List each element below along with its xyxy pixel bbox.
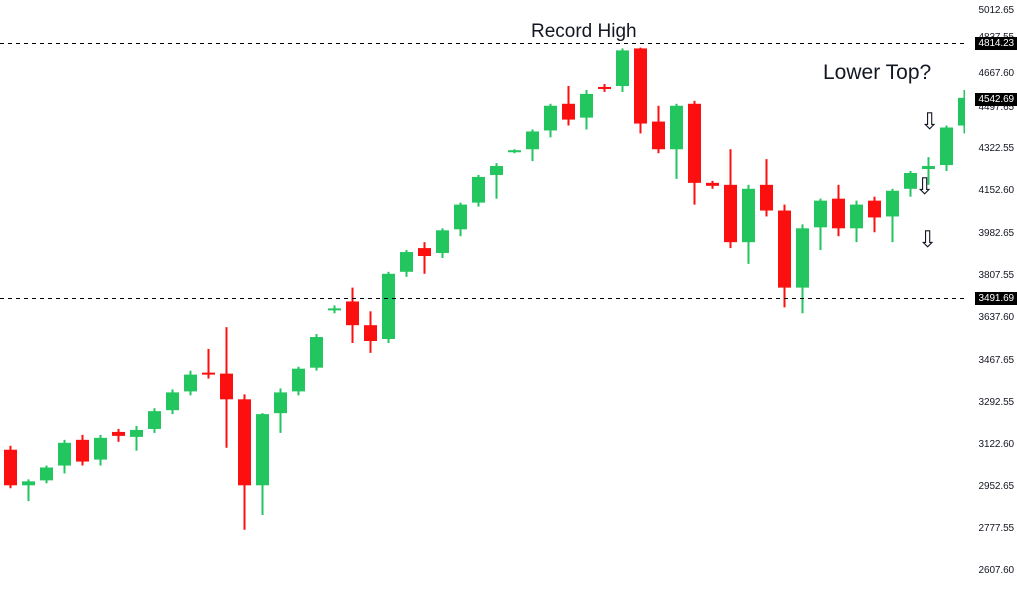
candle-body[interactable]: [742, 188, 755, 243]
price-axis-tick: 5012.65: [978, 5, 1015, 16]
candle-body[interactable]: [814, 200, 827, 228]
candle-body[interactable]: [490, 166, 503, 175]
candle-body[interactable]: [958, 97, 965, 126]
candle-body[interactable]: [148, 411, 161, 429]
candle-body[interactable]: [562, 103, 575, 120]
candle-body[interactable]: [364, 325, 377, 341]
candle-body[interactable]: [670, 105, 683, 150]
candle-body[interactable]: [706, 182, 719, 186]
candle-body[interactable]: [904, 172, 917, 189]
candle-wick: [135, 425, 138, 451]
candle-body[interactable]: [130, 429, 143, 437]
price-axis-tick: 3292.55: [978, 397, 1015, 408]
candle-body[interactable]: [382, 273, 395, 340]
candle-body[interactable]: [526, 131, 539, 150]
candle-body[interactable]: [688, 103, 701, 183]
candle-body[interactable]: [202, 372, 215, 375]
price-axis-tick: 3982.65: [978, 228, 1015, 239]
candle-body[interactable]: [292, 368, 305, 392]
lower-top-annotation: Lower Top?: [823, 61, 932, 84]
price-axis-tick: 2607.60: [978, 565, 1015, 576]
candle-body[interactable]: [274, 392, 287, 414]
candle-body[interactable]: [796, 228, 809, 288]
candle-body[interactable]: [508, 150, 521, 153]
candle-body[interactable]: [184, 374, 197, 392]
candle-wick: [495, 163, 498, 199]
price-axis-tick: 4497.65: [978, 102, 1015, 113]
down-arrow-icon-2: ⇩: [915, 173, 935, 199]
price-axis-tick: 3122.60: [978, 439, 1015, 450]
candle-body[interactable]: [886, 190, 899, 217]
candle-body[interactable]: [346, 301, 359, 326]
candle-body[interactable]: [400, 252, 413, 272]
price-axis-tick: 3637.60: [978, 312, 1015, 323]
candle-body[interactable]: [454, 204, 467, 230]
candle-body[interactable]: [418, 248, 431, 256]
candle-body[interactable]: [922, 166, 935, 170]
down-arrow-icon-3: ⇩: [918, 226, 938, 252]
candle-body[interactable]: [22, 481, 35, 486]
candle-body[interactable]: [616, 50, 629, 86]
price-axis-tick: 3467.65: [978, 355, 1015, 366]
price-axis-tick: 2777.55: [978, 523, 1015, 534]
candle-body[interactable]: [940, 127, 953, 166]
candle-body[interactable]: [598, 86, 611, 89]
candle-body[interactable]: [94, 437, 107, 460]
candle-body[interactable]: [868, 200, 881, 218]
candle-wick: [927, 157, 930, 185]
candle-body[interactable]: [4, 449, 17, 486]
candle-body[interactable]: [544, 105, 557, 131]
candle-body[interactable]: [634, 48, 647, 124]
price-axis-tick: 3807.55: [978, 270, 1015, 281]
candle-body[interactable]: [580, 93, 593, 118]
candle-body[interactable]: [778, 210, 791, 288]
candle-body[interactable]: [256, 414, 269, 486]
price-axis-tick: 4667.60: [978, 68, 1015, 79]
price-badge-last-price[interactable]: 4542.69: [974, 93, 1017, 106]
candle-body[interactable]: [76, 439, 89, 462]
candle-body[interactable]: [652, 121, 665, 150]
candle-body[interactable]: [760, 184, 773, 211]
candle-body[interactable]: [472, 176, 485, 203]
candle-body[interactable]: [436, 230, 449, 254]
record-high-annotation: Record High: [531, 21, 637, 42]
price-badge-record-high-level[interactable]: 4814.23: [974, 37, 1017, 50]
candle-body[interactable]: [328, 308, 341, 311]
chart-plot-area[interactable]: [0, 0, 965, 596]
candle-wick: [27, 479, 30, 502]
price-axis-tick: 2952.65: [978, 481, 1015, 492]
candle-wick: [207, 348, 210, 379]
candle-body[interactable]: [724, 184, 737, 243]
candles-group: [4, 47, 965, 530]
candle-body[interactable]: [220, 373, 233, 400]
candle-body[interactable]: [112, 431, 125, 436]
candlestick-series-svg: [0, 43, 965, 530]
price-axis-tick: 4322.55: [978, 143, 1015, 154]
candle-wick: [423, 242, 426, 274]
candle-body[interactable]: [310, 337, 323, 368]
candle-body[interactable]: [850, 204, 863, 229]
price-axis-tick: 4152.60: [978, 185, 1015, 196]
candle-body[interactable]: [58, 442, 71, 466]
candle-body[interactable]: [238, 399, 251, 486]
price-axis[interactable]: 5012.654837.554667.604497.654322.554152.…: [965, 0, 1017, 596]
reference-lines-group: [0, 43, 965, 299]
down-arrow-icon-1: ⇩: [920, 108, 940, 134]
candle-body[interactable]: [166, 392, 179, 411]
candle-body[interactable]: [832, 198, 845, 229]
candle-body[interactable]: [40, 467, 53, 481]
price-badge-support-level[interactable]: 3491.69: [974, 292, 1017, 305]
